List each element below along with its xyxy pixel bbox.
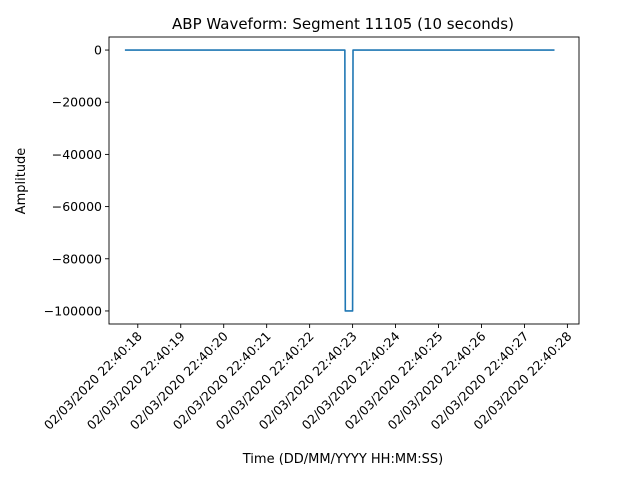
- plot-frame: [108, 36, 580, 325]
- y-tick-label: −40000: [52, 147, 102, 162]
- plot-area: 0−20000−40000−60000−80000−10000002/03/20…: [41, 36, 580, 433]
- series-line-0: [124, 49, 555, 312]
- y-tick-label: 0: [94, 43, 102, 58]
- y-tick-label: −100000: [44, 303, 102, 318]
- y-tick-label: −20000: [52, 95, 102, 110]
- y-tick-label: −80000: [52, 251, 102, 266]
- chart-title: ABP Waveform: Segment 11105 (10 seconds): [172, 15, 514, 33]
- y-tick-label: −60000: [52, 199, 102, 214]
- y-axis-title: Amplitude: [14, 148, 29, 215]
- x-axis-title: Time (DD/MM/YYYY HH:MM:SS): [242, 452, 443, 467]
